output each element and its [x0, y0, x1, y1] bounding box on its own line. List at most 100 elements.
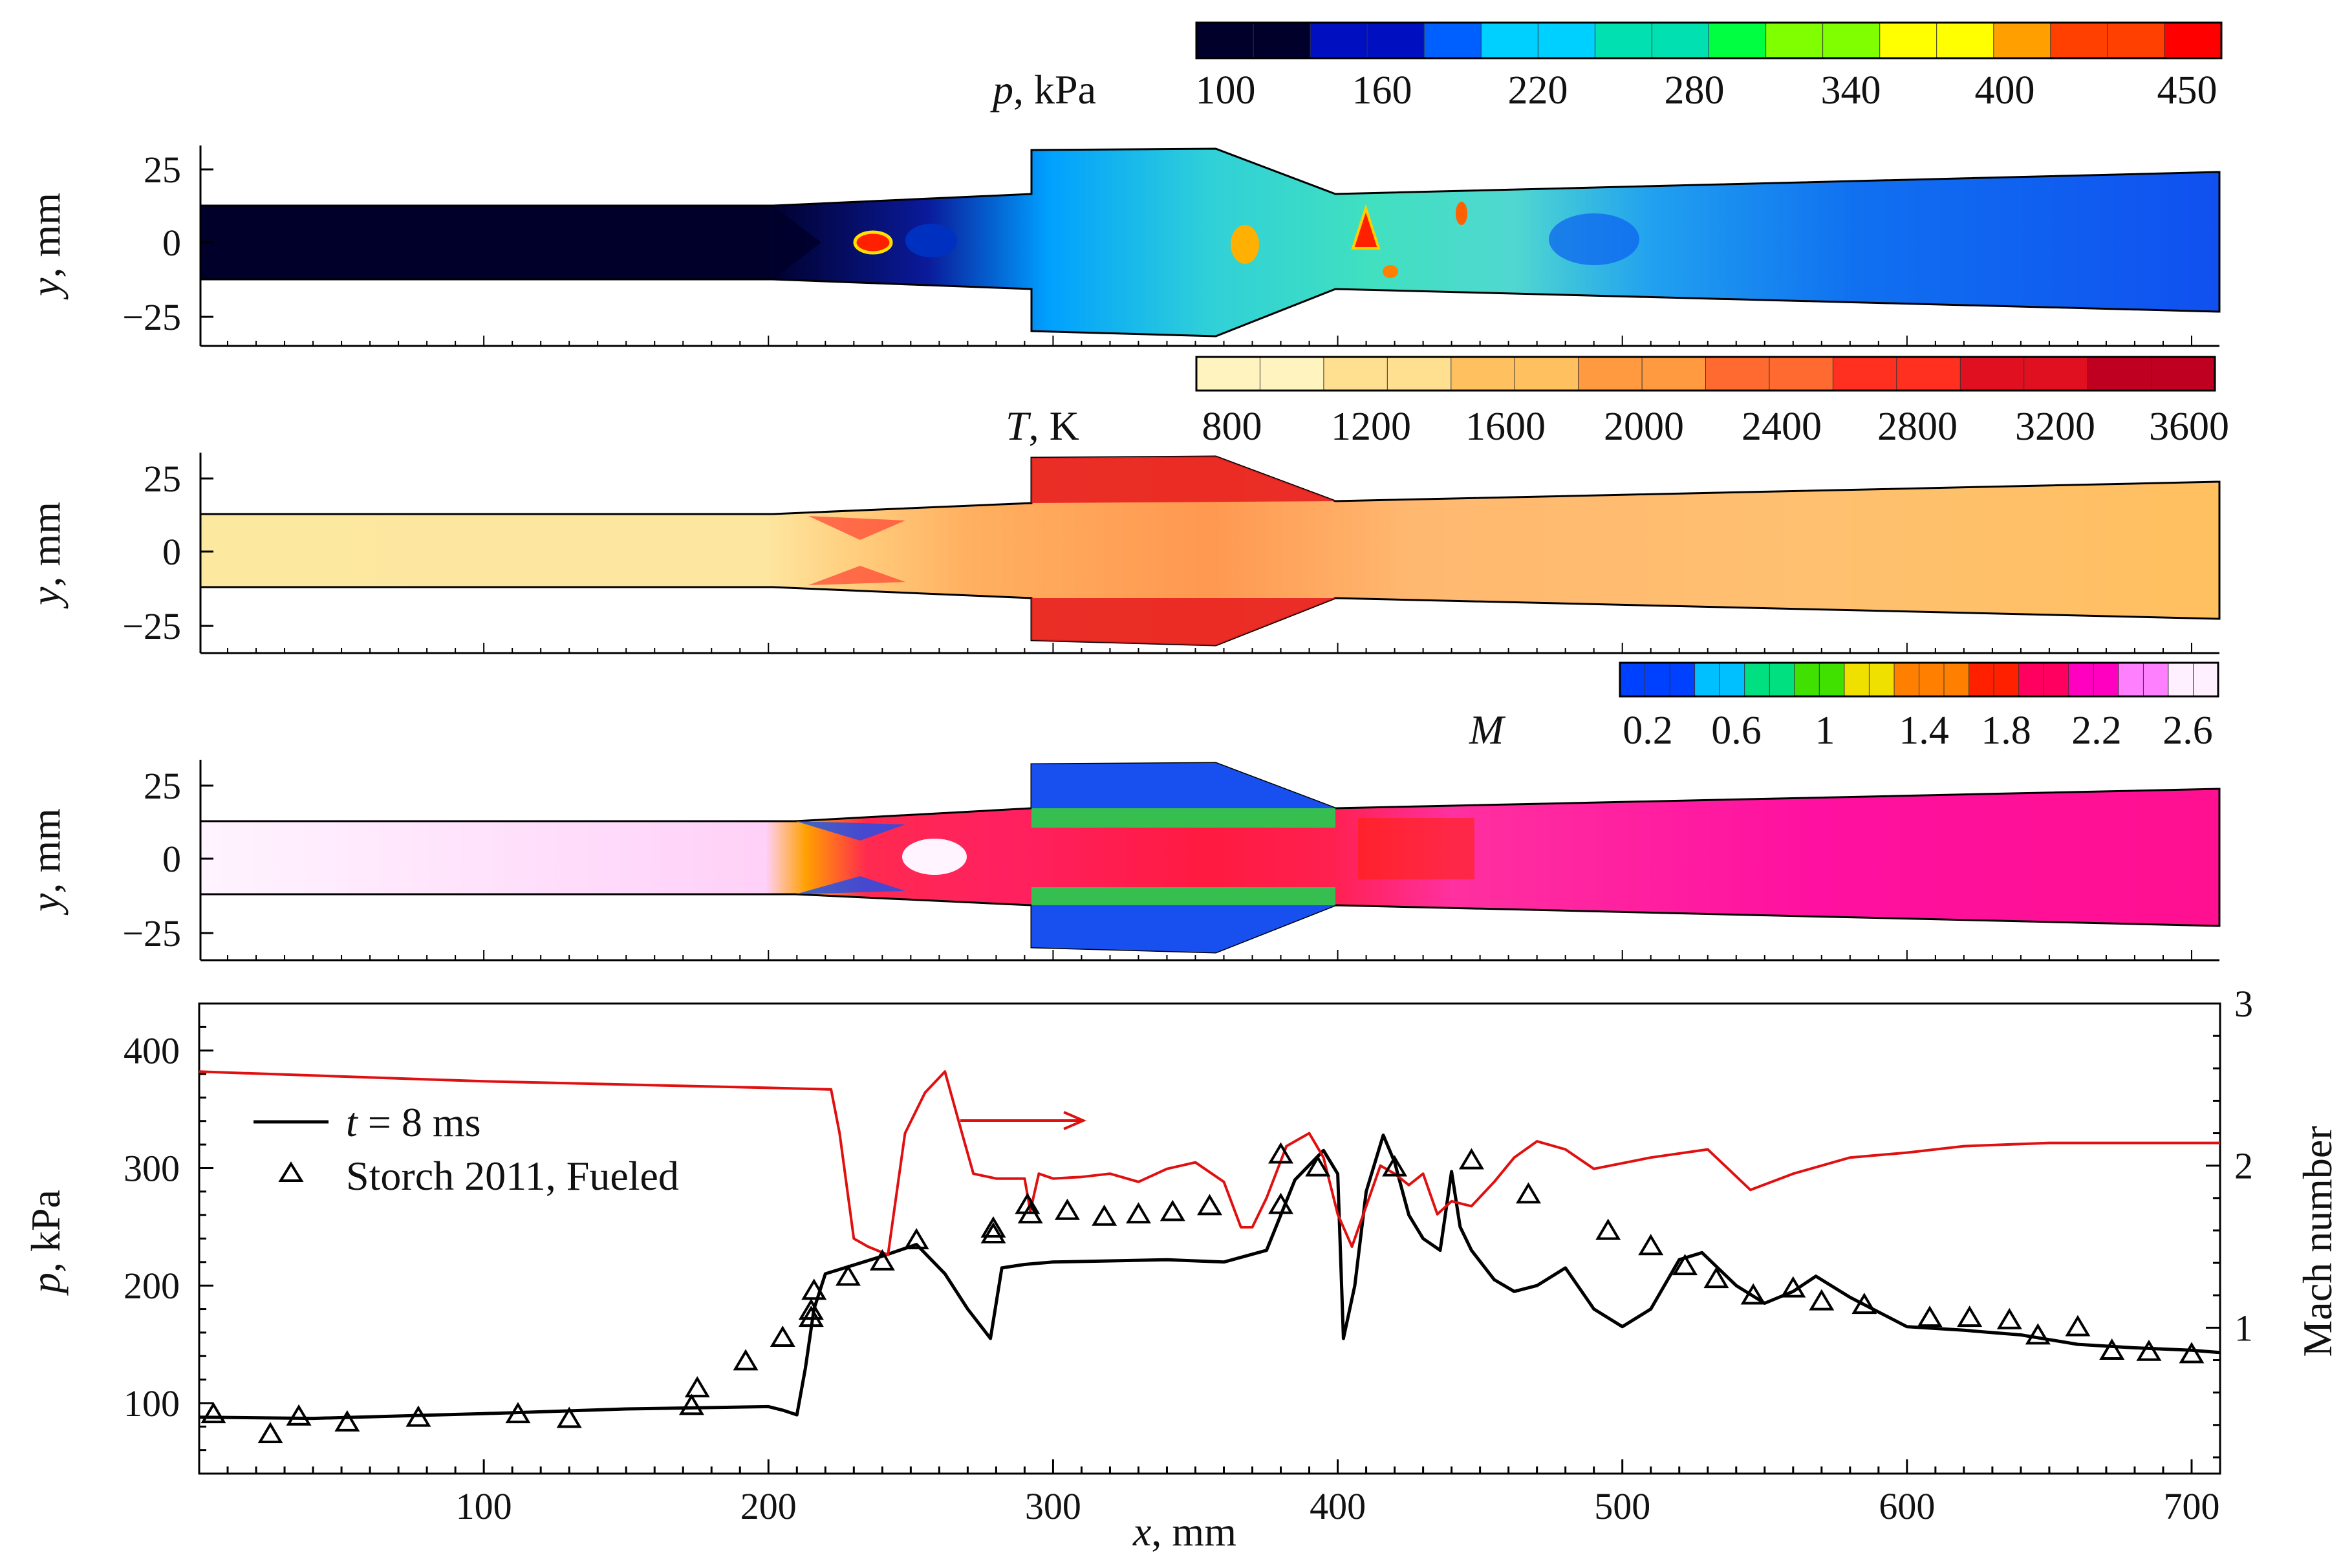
- storch-data-point: [1305, 1155, 1331, 1177]
- pressure-line: [199, 1133, 2221, 1421]
- y2-tick-label: 2: [2234, 1145, 2253, 1187]
- storch-data-point: [1996, 1307, 2022, 1329]
- colorbar-cell: [1594, 22, 1653, 59]
- contour-mach: [199, 762, 2221, 954]
- colorbar-cell: [2018, 662, 2045, 697]
- storch-data-point: [684, 1376, 710, 1398]
- temperature-hot-lower: [1031, 598, 1335, 645]
- storch-data-point: [733, 1349, 759, 1371]
- storch-data-point: [1703, 1267, 1729, 1289]
- colorbar-cell: [2050, 22, 2108, 59]
- panel-temperature: T, K 25 0 −25 y, mm 800 1200 1600 2000 2400 2…: [23, 356, 2229, 654]
- storch-data-point: [801, 1278, 827, 1300]
- storch-data-point: [2065, 1315, 2091, 1337]
- legend-marker-swatch: [278, 1161, 304, 1182]
- pressure-hotspot-2: [1231, 225, 1259, 264]
- colorbar-pressure: [1195, 21, 2223, 59]
- mach-low-upper: [1031, 763, 1335, 808]
- colorbar-cell: [1993, 22, 2051, 59]
- storch-data-point: [200, 1402, 226, 1424]
- storch-data-point: [980, 1216, 1006, 1238]
- pressure-lowspot-2: [1549, 213, 1639, 265]
- ylabel-mach-panel: y, mm: [23, 808, 69, 916]
- ytick-0: 0: [162, 531, 181, 573]
- storch-data-point: [257, 1422, 283, 1444]
- mach-sonic-upper: [1031, 808, 1335, 828]
- y2label-mach: Mach number: [2294, 1126, 2340, 1357]
- storch-data-point: [1160, 1199, 1185, 1221]
- storch-data-point: [980, 1222, 1006, 1244]
- colorbar-cell: [1844, 662, 1870, 697]
- colorbar-cell: [1744, 662, 1771, 697]
- storch-data-point: [1851, 1293, 1877, 1315]
- colorbar-cell: [1423, 22, 1482, 59]
- y2-tick-label: 1: [2234, 1307, 2253, 1349]
- colorbar-cell: [2023, 356, 2089, 391]
- storch-data-point: [1125, 1202, 1151, 1224]
- channel-pressure: [199, 147, 2221, 338]
- storch-data-point: [1740, 1283, 1766, 1305]
- storch-data-point: [1515, 1182, 1541, 1204]
- colorbar-cell: [2068, 662, 2095, 697]
- storch-data-point: [556, 1406, 582, 1428]
- colorbar-mach-label: M: [1469, 707, 1506, 753]
- colorbar-tick-label: 1: [1815, 709, 1835, 753]
- storch-data-point: [286, 1404, 312, 1426]
- shock-wedge-pressure: [773, 206, 821, 279]
- temperature-hot-upper: [1031, 456, 1335, 503]
- colorbar-temperature-label: T, K: [1006, 403, 1079, 449]
- colorbar-cell: [1705, 356, 1770, 391]
- storch-data-point: [1268, 1192, 1294, 1214]
- colorbar-cell: [2087, 356, 2152, 391]
- colorbar-tick-label: 3200: [2015, 405, 2095, 449]
- colorbar-tick-label: 340: [1821, 69, 1881, 113]
- colorbar-cell: [2043, 662, 2069, 697]
- colorbar-tick-label: 2400: [1742, 405, 1822, 449]
- x-tick-label: 100: [456, 1485, 512, 1527]
- colorbar-cell: [1366, 22, 1425, 59]
- legend: t = 8 ms Storch 2011, Fueled: [254, 1099, 679, 1199]
- storch-data-point: [505, 1402, 531, 1424]
- storch-data-point: [1015, 1192, 1041, 1214]
- ytick-25: 25: [144, 765, 181, 807]
- x-tick-label: 300: [1025, 1485, 1081, 1527]
- x-tick-label: 600: [1879, 1485, 1935, 1527]
- colorbar-cell: [1310, 22, 1368, 59]
- storch-data-point: [678, 1393, 704, 1415]
- colorbar-cell: [1943, 662, 1970, 697]
- storch-data-point: [2025, 1323, 2051, 1345]
- colorbar-cell: [1896, 356, 1961, 391]
- colorbar-cell: [1451, 356, 1516, 391]
- ylabel-pressure-panel: y, mm: [23, 193, 69, 300]
- colorbar-cell: [2107, 22, 2166, 59]
- pressure-hotspot-4: [1456, 202, 1467, 225]
- y-tick-label: 300: [124, 1147, 180, 1189]
- mach-axis-arrow: [960, 1111, 1087, 1130]
- pressure-hotspot-5: [1383, 265, 1398, 278]
- colorbar-cell: [2164, 22, 2223, 59]
- y-axis-mach-panel: 25 0 −25 y, mm: [23, 760, 2219, 961]
- y-tick-label: 200: [124, 1265, 180, 1307]
- temperature-hot-shear-2: [808, 566, 905, 585]
- storch-data-point: [869, 1249, 895, 1271]
- ylabel-pressure: p, kPa: [23, 1190, 69, 1296]
- ytick-neg25: −25: [122, 912, 181, 954]
- colorbar-cell: [1769, 662, 1795, 697]
- colorbar-tick-label: 2.2: [2071, 709, 2122, 753]
- colorbar-tick-label: 2.6: [2163, 709, 2213, 753]
- colorbar-cell: [1651, 22, 1710, 59]
- storch-data-point: [1017, 1202, 1043, 1224]
- colorbar-cell: [1879, 22, 1937, 59]
- colorbar-cell: [1769, 356, 1834, 391]
- x-tick-label: 400: [1310, 1485, 1366, 1527]
- y-axis-pressure-panel: 25 0 −25 y, mm: [23, 145, 2219, 347]
- ytick-25: 25: [144, 458, 181, 500]
- colorbar-cell: [1578, 356, 1643, 391]
- colorbar-tick-label: 280: [1665, 69, 1725, 113]
- colorbar-cell: [2093, 662, 2119, 697]
- colorbar-tick-label: 2800: [1877, 405, 1958, 449]
- storch-data-point: [903, 1228, 929, 1250]
- mach-shear-2: [795, 876, 905, 894]
